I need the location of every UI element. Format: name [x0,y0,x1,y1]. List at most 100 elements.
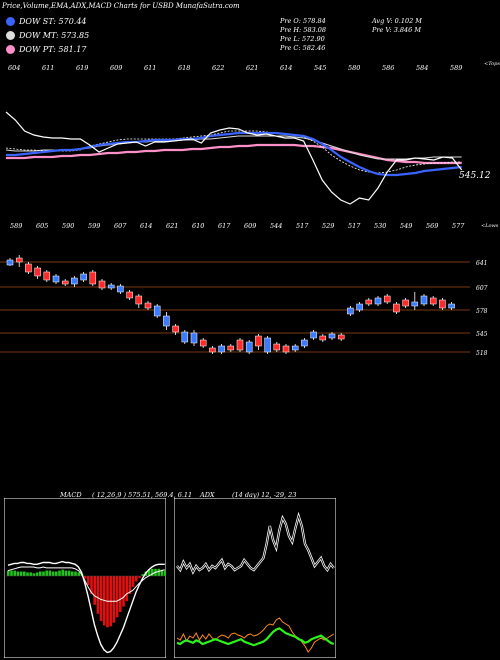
macd-hist-bar [157,568,160,576]
macd-hist-bar [115,576,119,618]
candle-body [429,297,437,305]
bottom-tick-label: 589 [10,222,22,230]
top-tick-label: 611 [144,64,156,72]
candle-body [135,295,143,305]
macd-hist-bar [160,569,164,576]
candle-body [190,332,198,344]
candlestick-chart: 641 607 578 545 518 [0,255,488,357]
candle-body [393,303,400,313]
price-label: 641 [476,260,487,267]
candle-body [301,339,308,347]
candle-body [25,263,32,273]
price-label: 518 [476,350,488,357]
top-tick-label: 586 [382,64,394,72]
candle-body [15,257,23,263]
adx-minus-di-line [176,617,335,653]
macd-hist-bar [64,570,68,576]
candle-body [98,280,106,289]
stat-pre-open: Pre O: 578.84 [280,17,326,25]
stat-pre-volume: Pre V: 3.846 M [372,26,422,34]
adx-label: ADX [200,491,215,499]
macd-hist-bar [23,571,26,576]
macd-hist-bar [87,576,90,585]
price-label: 545 [476,331,488,338]
macd-hist-bar [16,571,20,576]
adx-frame [174,498,336,658]
top-tick-label: 621 [246,64,258,72]
bottom-tick-label: 610 [192,222,204,230]
candle-body [365,299,373,305]
bottom-tick-label: 614 [140,222,152,230]
macd-hist-bar [29,572,32,576]
macd-hist-bar [26,572,29,576]
top-tick-label: 614 [280,64,292,72]
candle-body [328,333,336,339]
legend-label: DOW PT: 581.17 [19,45,87,54]
macd-hist-bar [90,576,93,594]
legend-label: DOW ST: 570.44 [19,17,87,26]
candle-body [448,303,455,309]
top-tick-label: 622 [212,64,224,72]
macd-hist-bar [32,573,36,576]
macd-hist-bar [93,576,96,605]
adx-plus-di-line [176,627,335,647]
stat-pre-low: Pre L: 572.90 [280,35,325,43]
top-tick-label: 604 [8,64,20,72]
bottom-tick-label: 590 [62,222,74,230]
adx-params: (14 day) 12, -29, 23 [232,491,297,499]
legend-item-dow-st: DOW ST: 570.44 [6,17,87,26]
candle-body [172,325,179,333]
candle-body [227,345,235,351]
candle-body [411,301,419,307]
top-tick-label: 611 [42,64,54,72]
candle-body [126,291,133,299]
macd-title: MACD [60,491,82,499]
macd-hist-bar [96,576,100,614]
bottom-tick-label: 529 [322,222,334,230]
macd-hist-bar [112,576,116,623]
ema-series-line [5,130,462,174]
candle-body [245,341,253,353]
candle-body [163,315,170,327]
macd-hist-bar [45,570,48,576]
ema-chart: 604 611 619 609 611 618 622 621 614 545 580 586 584 5… [5,61,500,230]
price-label: 607 [476,285,488,292]
top-tick-label: 618 [178,64,190,72]
macd-hist-bar [77,572,80,576]
candle-body [439,299,446,309]
macd-hist-bar [39,571,42,576]
candle-body [264,337,271,353]
top-tick-label: 545 [314,64,326,72]
bottom-tick-label: 577 [452,222,465,230]
lows-label: <Lows [481,223,499,229]
stat-pre-close: Pre C: 582.46 [280,44,326,52]
candle-body [144,302,152,309]
macd-hist-bar [71,571,74,576]
candle-body [374,297,382,305]
bottom-tick-label: 530 [374,222,386,230]
macd-hist-bar [119,576,122,612]
bottom-tick-label: 599 [88,222,100,230]
adx-chart [174,498,336,658]
candle-body [52,275,60,283]
candle-body [71,277,78,285]
legend-dot-icon [6,17,15,26]
candle-body [209,347,216,353]
stat-pre-high: Pre H: 583.08 [280,26,327,34]
macd-hist-bar [128,576,132,594]
macd-hist-bar [19,571,23,576]
candle-body [181,331,189,343]
candle-body [337,334,345,340]
macd-hist-bar [99,576,103,621]
macd-hist-bar [48,570,52,576]
ema-series-line [5,111,463,205]
legend-dot-icon [6,31,15,40]
candle-body [80,273,87,281]
candle-body [61,280,69,285]
macd-hist-bar [163,570,166,576]
legend-label: DOW MT: 573.85 [19,31,90,40]
candle-body [282,345,290,353]
bottom-tick-label: 517 [348,222,361,230]
stat-avg-volume: Avg V: 0.102 M [372,17,422,25]
top-tick-label: 619 [76,64,88,72]
